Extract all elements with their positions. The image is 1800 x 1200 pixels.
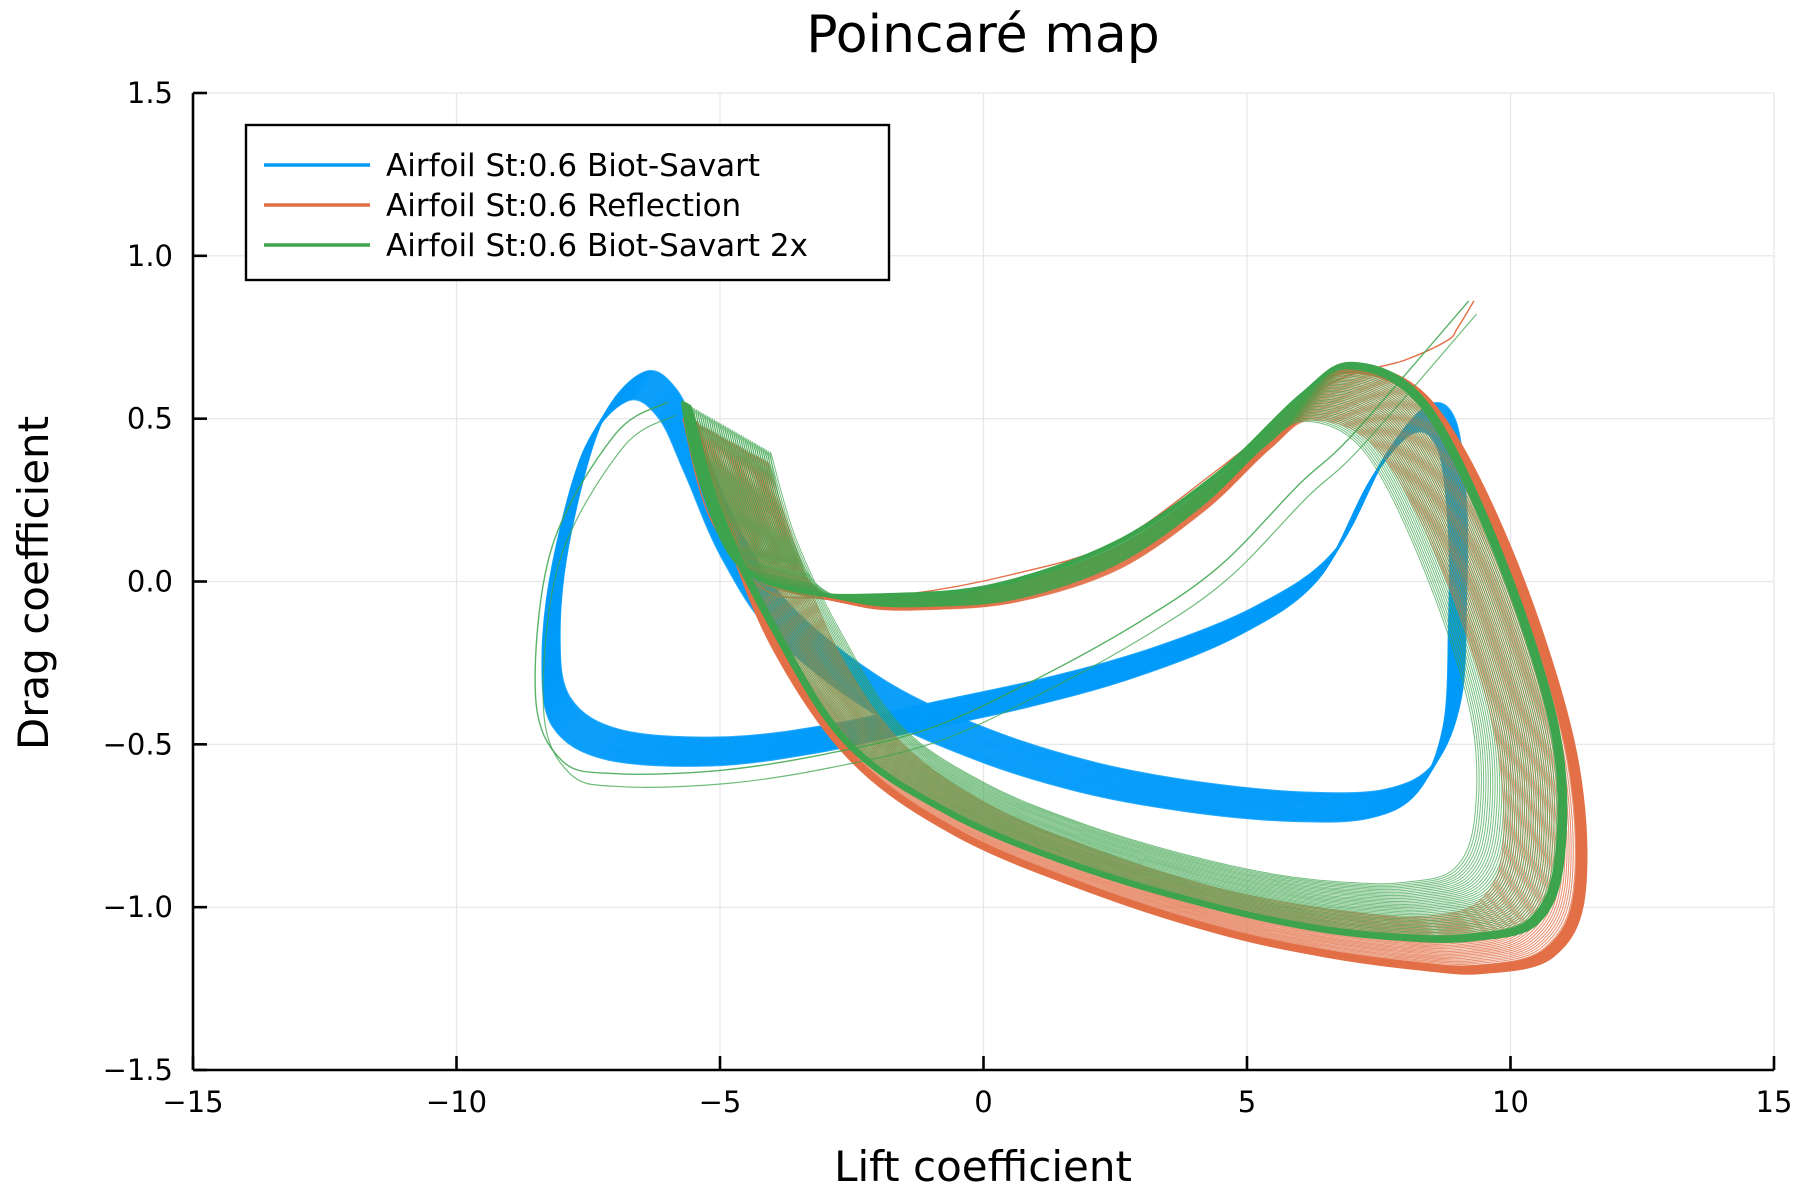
biot-savart-2x-trace [742,402,1505,902]
biot-savart-2x-trace [756,411,1492,894]
biot-savart-2x-trace [758,413,1489,892]
biot-savart-2x-trace [731,395,1517,910]
biot-savart-2x-trace [733,396,1514,908]
legend-label: Airfoil St:0.6 Biot-Savart 2x [386,228,808,264]
y-tick-label: 0.5 [127,402,173,436]
biot-savart-2x-trace [681,361,1568,943]
plot-area [534,300,1588,975]
legend-box [244,123,891,282]
biot-savart-2x-trace [760,414,1487,891]
y-axis-label: Drag coefficient [9,416,58,750]
biot-savart-2x-transient [534,300,1469,775]
chart-title: Poincaré map [806,5,1159,65]
biot-savart-2x-transient [542,313,1477,788]
y-tick-label: −1.5 [103,1053,173,1087]
biot-savart-2x-trace [738,399,1510,905]
series-biot-savart-2x [534,300,1568,943]
x-tick-label: 0 [974,1085,992,1119]
x-tick-label: −10 [426,1085,487,1119]
x-tick-label: 15 [1756,1085,1793,1119]
legend: Airfoil St:0.6 Biot-Savart Airfoil St:0.6… [244,123,891,282]
x-tick-label: 5 [1238,1085,1256,1119]
biot-savart-2x-trace [740,401,1508,904]
biot-savart-2x-trace [745,404,1503,901]
x-axis-label: Lift coefficient [834,1142,1132,1191]
biot-savart-2x-trace [736,398,1512,907]
biot-savart-2x-trace [763,416,1485,889]
legend-label: Airfoil St:0.6 Biot-Savart [386,148,760,184]
axes: −15 −10 −5 0 5 10 15 −1.5 −1.0 −0.5 0.0 0.5 1.0 1.5 [103,76,1793,1119]
biot-savart-2x-trace [754,410,1494,895]
y-tick-label: 1.0 [127,239,173,273]
x-tick-label: −5 [699,1085,742,1119]
y-tick-label: −1.0 [103,890,173,924]
x-tick-label: −15 [162,1085,223,1119]
x-tick-label: 10 [1492,1085,1529,1119]
y-tick-label: 1.5 [127,76,173,110]
y-tick-label: −0.5 [103,727,173,761]
biot-savart-trace [558,370,1469,795]
legend-label: Airfoil St:0.6 Reflection [386,188,741,224]
y-tick-label: 0.0 [127,565,173,599]
